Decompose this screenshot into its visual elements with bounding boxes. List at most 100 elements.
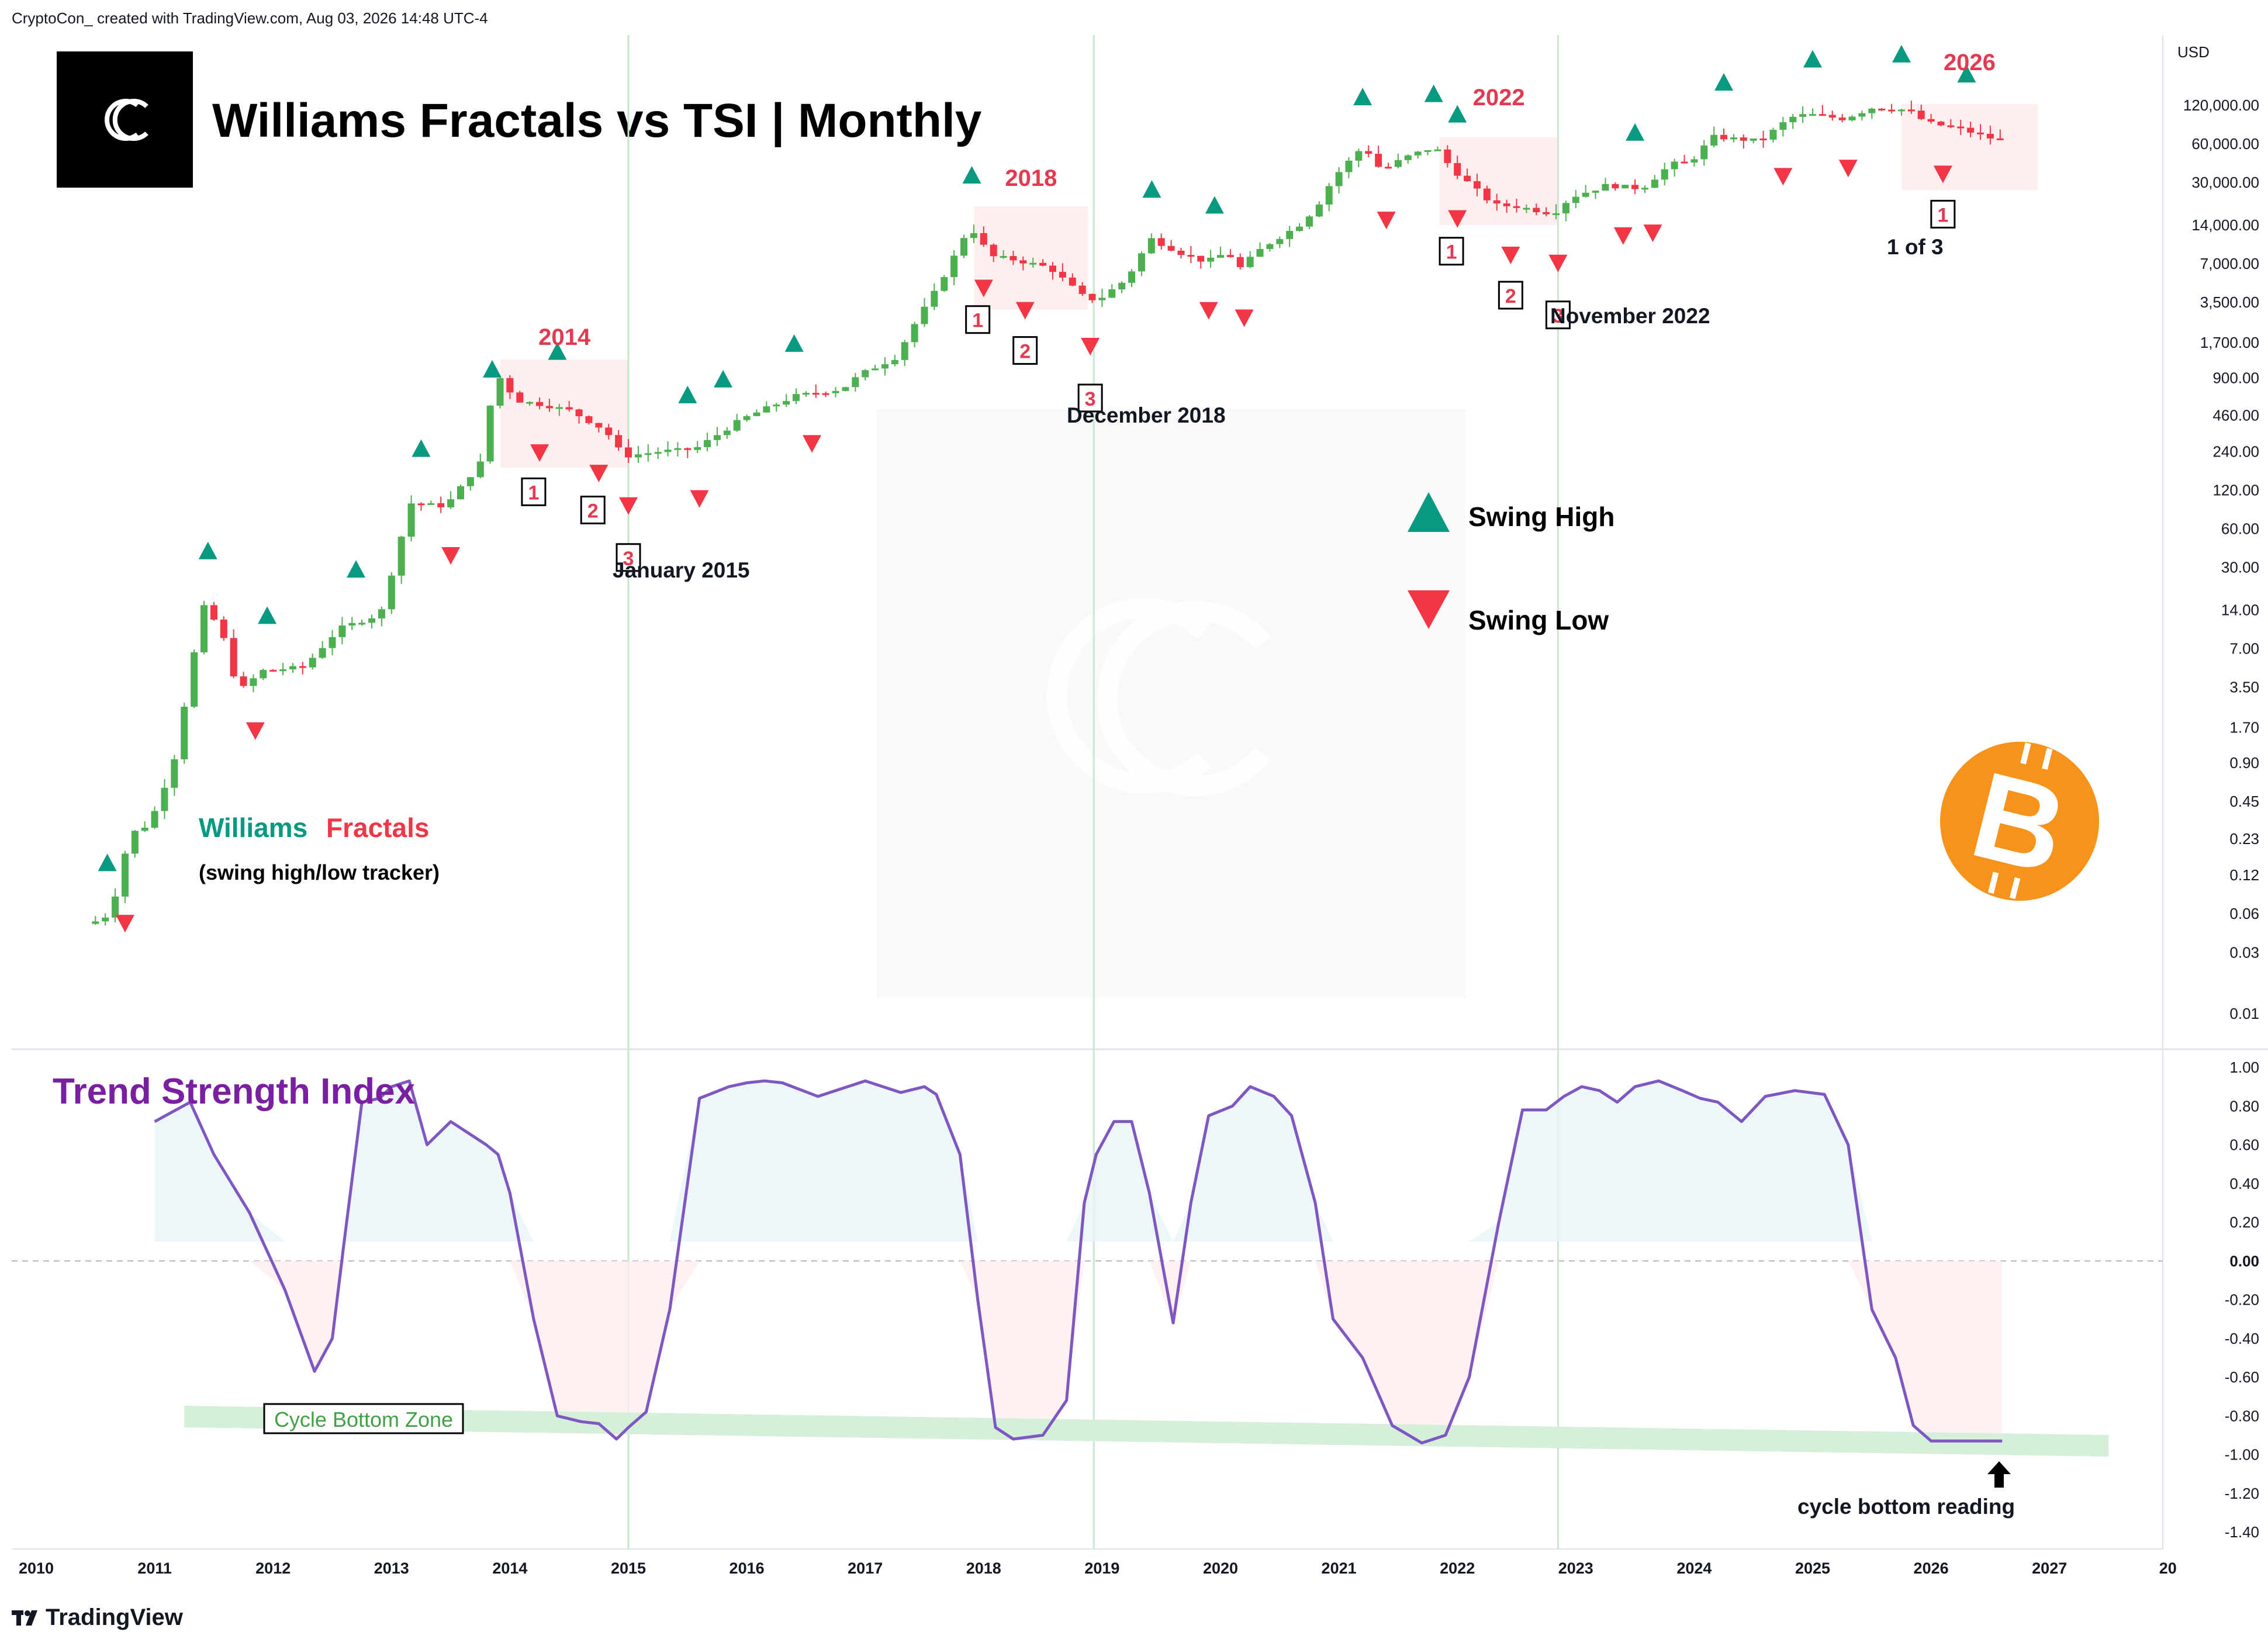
candle — [674, 448, 682, 450]
candle — [1128, 271, 1136, 283]
cryptocon-logo-icon — [104, 98, 148, 141]
candle — [1690, 159, 1698, 163]
candle — [1355, 151, 1363, 161]
candle — [1503, 203, 1510, 206]
swing-high-marker — [1142, 180, 1161, 198]
year-tick-label: 2022 — [1440, 1559, 1475, 1577]
year-tick-label: 2015 — [611, 1559, 646, 1577]
candle — [664, 449, 672, 452]
candle — [1315, 204, 1323, 217]
candle — [486, 405, 494, 462]
candle — [793, 394, 800, 402]
price-tick-label: 3,500.00 — [2200, 293, 2259, 311]
tsi-tick-label: -0.20 — [2225, 1291, 2259, 1309]
price-tick-label: 30.00 — [2221, 559, 2259, 576]
candle — [1562, 203, 1569, 213]
candle — [1977, 132, 1984, 134]
year-label-2022: 2022 — [1473, 85, 1525, 110]
candle — [575, 409, 583, 417]
one-of-three-label: 1 of 3 — [1887, 235, 1944, 259]
candle — [565, 407, 573, 410]
candle — [990, 244, 997, 257]
candle — [1582, 192, 1589, 197]
candle — [388, 575, 395, 610]
numbered-marker-label: 3 — [1553, 305, 1564, 327]
swing-high-marker — [483, 359, 502, 378]
candle — [319, 648, 326, 658]
swing-high-marker — [1353, 88, 1372, 106]
price-tick-label: 30,000.00 — [2191, 174, 2259, 191]
candle — [1622, 185, 1629, 189]
candle — [329, 637, 336, 648]
year-tick-label: 20 — [2159, 1559, 2177, 1577]
candle — [1187, 255, 1195, 257]
candle — [1404, 155, 1412, 160]
swing-low-marker — [1235, 309, 1254, 327]
candle — [783, 401, 790, 405]
candle — [1671, 161, 1678, 170]
price-tick-label: 0.90 — [2229, 754, 2259, 772]
year-tick-label: 2018 — [966, 1559, 1001, 1577]
numbered-marker-label: 3 — [623, 548, 634, 570]
candle — [368, 618, 376, 623]
candle — [615, 435, 623, 448]
candle — [1779, 122, 1787, 130]
swing-low-marker — [1377, 212, 1396, 230]
swing-low-marker — [1501, 247, 1520, 265]
candle — [1000, 256, 1007, 258]
swing-high-marker — [962, 165, 981, 184]
currency-label: USD — [2177, 43, 2210, 61]
candle — [447, 499, 455, 507]
candle — [891, 359, 898, 365]
legend-swing-high-icon — [1408, 492, 1450, 532]
candle — [1059, 272, 1066, 278]
swing-high-marker — [1714, 73, 1734, 91]
candle — [476, 461, 484, 478]
year-tick-label: 2014 — [492, 1559, 527, 1577]
candle — [1266, 244, 1274, 250]
cycle-bottom-zone-label: Cycle Bottom Zone — [274, 1408, 453, 1431]
candle — [1828, 115, 1836, 118]
candle — [299, 666, 306, 668]
swing-high-marker — [412, 439, 431, 457]
candle — [1868, 108, 1876, 113]
candle — [852, 377, 859, 388]
price-tick-label: 60,000.00 — [2191, 135, 2259, 153]
candle — [1750, 138, 1757, 141]
year-tick-label: 2017 — [848, 1559, 883, 1577]
price-tick-label: 3.50 — [2229, 679, 2259, 696]
candle — [407, 503, 415, 537]
candle — [1296, 226, 1304, 231]
swing-high-marker — [198, 541, 217, 559]
year-tick-label: 2011 — [137, 1559, 172, 1577]
candle — [970, 233, 977, 238]
year-tick-label: 2024 — [1676, 1559, 1712, 1577]
tsi-tick-label: 0.40 — [2229, 1175, 2259, 1192]
candle — [417, 503, 425, 506]
year-tick-label: 2013 — [374, 1559, 409, 1577]
candle — [1740, 137, 1747, 141]
year-tick-label: 2019 — [1084, 1559, 1119, 1577]
tradingview-logo-icon — [12, 1610, 37, 1626]
candle — [654, 452, 662, 454]
numbered-marker-label: 1 — [1937, 204, 1948, 226]
candle — [1365, 151, 1372, 154]
price-tick-label: 1.70 — [2229, 718, 2259, 736]
swing-high-marker — [1424, 84, 1443, 102]
candle — [753, 412, 760, 416]
price-tick-label: 0.23 — [2229, 830, 2259, 848]
candle — [1533, 208, 1540, 213]
price-tick-label: 7.00 — [2229, 639, 2259, 657]
highlight-zone-2014 — [500, 359, 628, 468]
tsi-title: Trend Strength Index — [53, 1071, 416, 1112]
price-tick-label: 240.00 — [2212, 442, 2259, 460]
price-tick-label: 0.45 — [2229, 793, 2259, 810]
candle — [1019, 260, 1027, 264]
swing-high-marker — [714, 369, 733, 388]
candle — [457, 486, 464, 500]
tradingview-footer[interactable]: TradingView — [12, 1604, 183, 1631]
candle — [151, 811, 158, 828]
candle — [397, 537, 405, 576]
candle — [240, 676, 247, 686]
candle — [822, 393, 829, 395]
